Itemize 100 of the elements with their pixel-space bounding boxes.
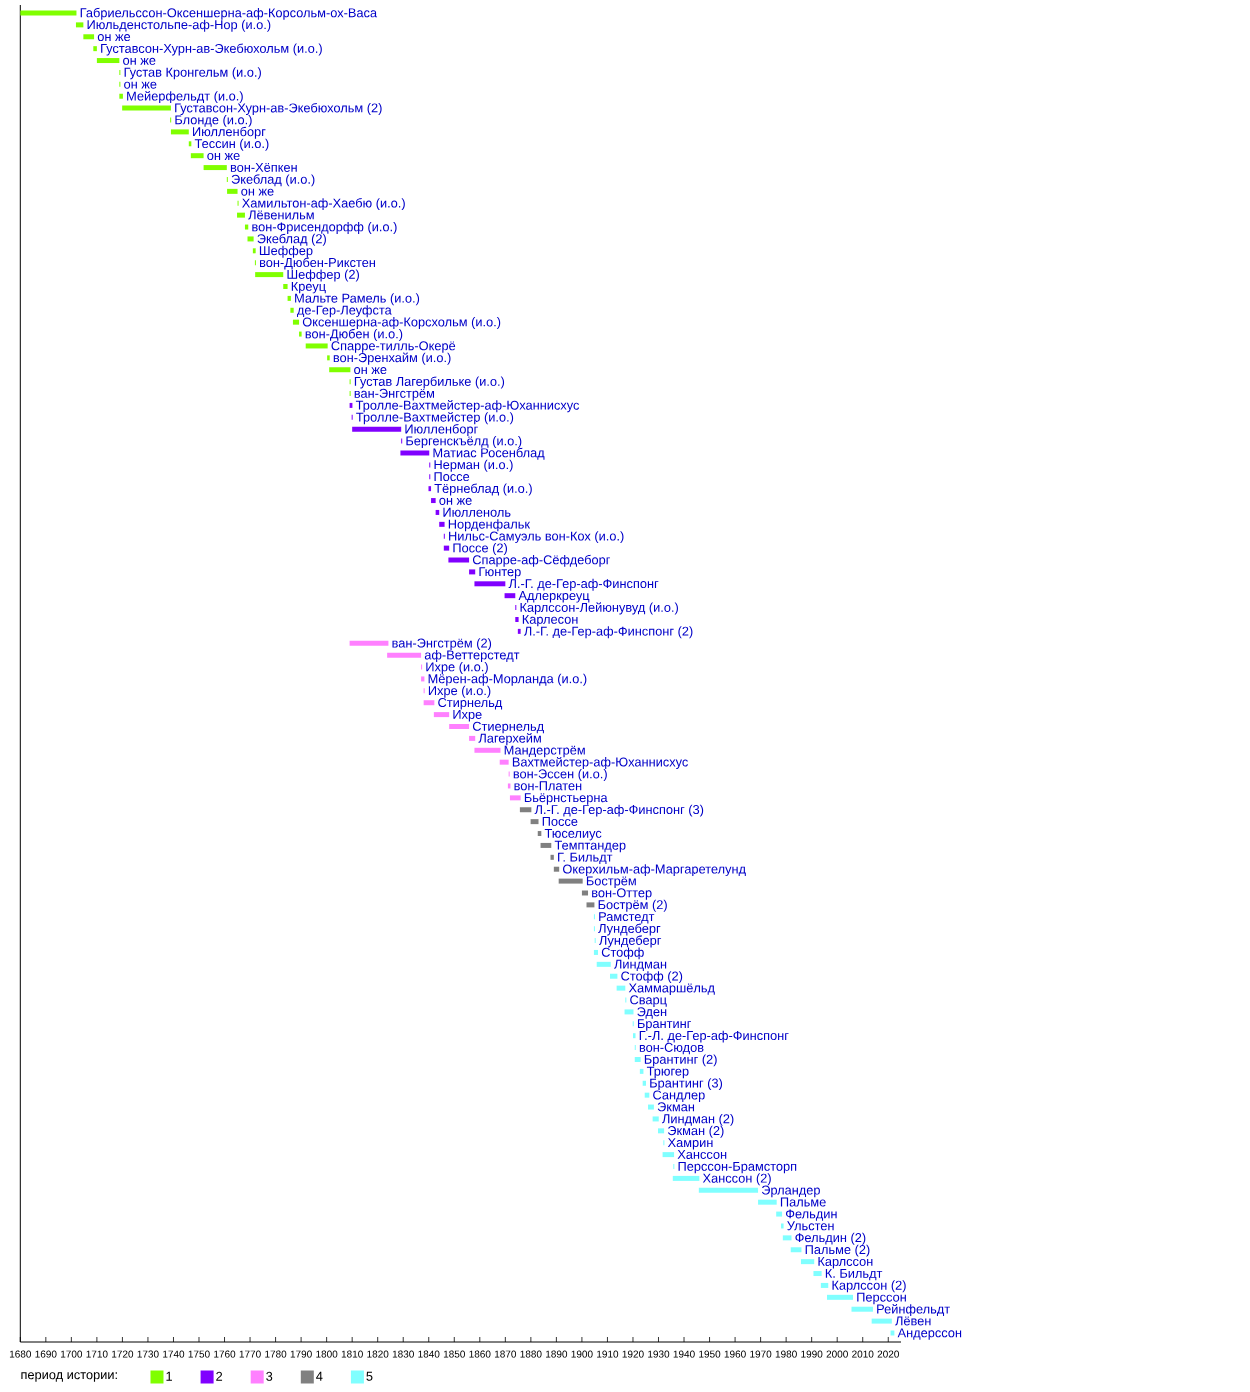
bar — [305, 343, 328, 349]
y-tick-label: Стофф — [601, 947, 644, 960]
x-tick-label: 1710 — [86, 1350, 108, 1358]
x-tick-label: 1840 — [418, 1350, 440, 1358]
bar — [400, 450, 430, 456]
y-tick-label: Экеблад (и.о.) — [231, 174, 315, 187]
bar — [119, 93, 123, 99]
y-tick-label: К. Бильдт — [825, 1268, 883, 1281]
y-tick-label: Стиернельд — [472, 721, 544, 734]
y-tick-label: Адлеркреуц — [518, 591, 590, 603]
y-tick-label: Бьёрнстьерна — [524, 793, 608, 805]
bar — [519, 807, 532, 813]
y-tick-label: Июльденстольпе-аф-Нор (и.о.) — [87, 19, 271, 32]
bar — [504, 593, 516, 599]
y-tick-label: Фельдин — [785, 1209, 837, 1221]
y-tick-label: Поссе — [542, 817, 578, 826]
y-tick-label: Л.-Г. де-Гер-аф-Финспонг (3) — [534, 804, 704, 817]
bar — [758, 1199, 777, 1205]
x-tick-label: 1850 — [443, 1350, 465, 1358]
y-tick-label: вон-Эссен (и.о.) — [513, 769, 607, 781]
bar — [474, 747, 501, 753]
y-tick-label: Оксеншерна-аф-Корсхольм (и.о.) — [302, 317, 501, 330]
y-tick-label: он же — [123, 57, 156, 65]
y-tick-label: Л.-Г. де-Гер-аф-Финспонг — [508, 578, 659, 591]
y-tick-label: вон-Сюдов — [639, 1042, 704, 1055]
bar — [826, 1294, 854, 1300]
y-tick-label: Тролле-Вахтмейстер (и.о.) — [356, 412, 514, 425]
x-tick-label: 2010 — [852, 1350, 874, 1358]
x-tick-label: 1750 — [188, 1350, 210, 1358]
x-tick-label: 1720 — [112, 1350, 134, 1358]
y-tick-label: Перссон — [857, 1292, 906, 1305]
x-tick-label: 1790 — [290, 1350, 312, 1358]
bar — [329, 367, 351, 373]
y-tick-label: вон-Оттер — [592, 888, 652, 900]
y-tick-label: Сварц — [630, 995, 667, 1007]
x-tick-label: 1870 — [494, 1350, 517, 1358]
y-tick-label: Карлесон — [522, 614, 578, 627]
x-tick-label: 1920 — [622, 1350, 644, 1358]
bar — [657, 1128, 665, 1134]
bar — [581, 890, 589, 896]
y-tick-label: Июлленоль — [443, 507, 511, 517]
y-tick-label: Лёвенильм — [248, 210, 314, 220]
bar — [610, 973, 618, 979]
bar — [851, 1306, 873, 1312]
bar — [469, 735, 476, 741]
bar — [782, 1235, 792, 1241]
bar — [439, 521, 445, 527]
x-tick-label: 1880 — [520, 1350, 542, 1358]
bar — [593, 949, 598, 955]
x-tick-label: 2000 — [826, 1350, 848, 1358]
y-tick-label: Мандерстрём — [504, 745, 585, 758]
y-tick-label: Тролле-Вахтмейстер-аф-Юханнисхус — [355, 400, 580, 413]
bar — [652, 1116, 659, 1122]
y-tick-label: Г. Бильдт — [558, 852, 613, 865]
bar — [820, 1282, 829, 1288]
y-tick-label: Шеффер — [259, 245, 313, 258]
bar — [515, 616, 519, 622]
y-tick-label: Экман (2) — [667, 1125, 724, 1138]
y-tick-label: он же — [241, 188, 274, 196]
bar — [203, 165, 227, 171]
bar — [499, 759, 509, 765]
x-tick-label: 1830 — [392, 1350, 414, 1358]
y-tick-label: Нильс-Самуэль вон-Кох (и.о.) — [449, 531, 624, 544]
bar — [428, 486, 432, 492]
x-tick-label: 1810 — [341, 1350, 363, 1358]
bar — [448, 557, 470, 563]
y-tick-label: Ихре — [453, 710, 482, 722]
y-tick-label: Хамрин — [667, 1138, 713, 1150]
y-tick-label: Тюселиус — [544, 828, 602, 841]
y-tick-label: Спарре-аф-Сёфдеборг — [472, 554, 611, 567]
y-tick-label: вон-Дюбен (и.о.) — [305, 328, 403, 341]
y-tick-label: Экман — [657, 1102, 695, 1112]
y-tick-label: Эден — [637, 1007, 667, 1019]
x-tick-label: 1800 — [316, 1350, 338, 1358]
y-tick-label: Хаммаршёльд — [628, 983, 715, 995]
bar — [96, 58, 120, 64]
bar — [255, 272, 284, 278]
x-tick-label: 1740 — [163, 1350, 185, 1358]
y-tick-label: Г.-Л. де-Гер-аф-Финспонг — [639, 1030, 789, 1043]
x-tick-label: 1700 — [61, 1350, 83, 1358]
x-tick-label: 1980 — [775, 1350, 797, 1358]
x-tick-label: 1950 — [699, 1350, 721, 1358]
y-tick-label: Ханссон — [677, 1150, 727, 1159]
y-tick-label: Ханссон (2) — [702, 1173, 771, 1186]
y-tick-label: Брантинг — [637, 1019, 692, 1031]
y-tick-label: Пальме (2) — [805, 1244, 870, 1257]
y-tick-label: Сандлер — [653, 1090, 705, 1103]
bar — [290, 307, 294, 313]
y-tick-label: Фельдин (2) — [795, 1232, 866, 1245]
bar — [190, 153, 204, 159]
y-tick-label: Лёвен — [895, 1316, 931, 1326]
y-tick-label: Рамстедт — [599, 912, 655, 924]
y-tick-label: Густав Кронгельм (и.о.) — [124, 67, 261, 80]
y-tick-label: Мальте Рамель (и.о.) — [295, 293, 420, 306]
y-tick-label: он же — [97, 34, 131, 42]
bar — [20, 10, 77, 16]
y-tick-label: Спарре-тилль-Окерё — [331, 341, 456, 353]
x-tick-label: 1820 — [367, 1350, 389, 1358]
y-tick-label: Экеблад (2) — [257, 233, 326, 246]
y-tick-label: Трюгер — [646, 1066, 689, 1079]
